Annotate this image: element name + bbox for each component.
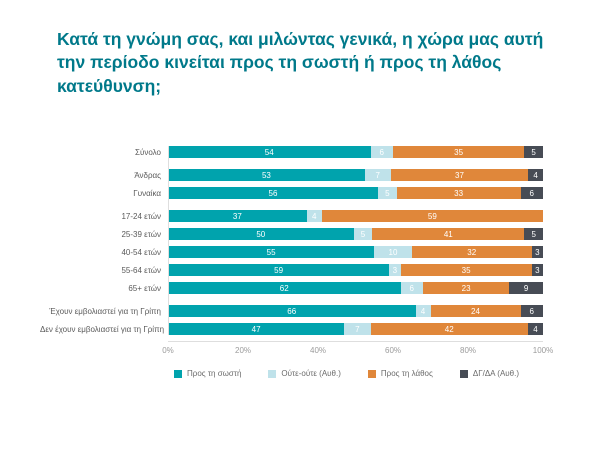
bar-segment: 37 — [168, 210, 307, 222]
chart-row: Γυναίκα 56 5 33 6 — [40, 187, 543, 199]
bar-segment: 66 — [168, 305, 416, 317]
bar-segment: 59 — [168, 264, 390, 276]
row-label: Δεν έχουν εμβολιαστεί για τη Γρίπη — [40, 324, 165, 334]
bar-segment: 42 — [370, 323, 528, 335]
bar-segment: 33 — [396, 187, 521, 199]
chart-row: 25-39 ετών 50 5 41 5 — [40, 228, 543, 240]
bar-segment: 59 — [321, 210, 543, 222]
x-axis-tick: 40% — [309, 346, 327, 355]
bar-segment: 5 — [524, 228, 543, 240]
bar-segment: 24 — [430, 305, 521, 317]
chart-rows: Σύνολο 54 6 35 5 Άνδρας 53 7 37 4 Γυναίκα 56 5 33 6 17-… — [40, 146, 543, 335]
bar-segment: 4 — [528, 323, 543, 335]
x-axis-tick: 0% — [162, 346, 174, 355]
bar-segment: 4 — [306, 210, 322, 222]
legend-item: Προς τη λάθος — [367, 369, 433, 378]
chart-row: 17-24 ετών 37 4 59 — [40, 210, 543, 222]
bar-segment: 53 — [168, 169, 365, 181]
bar-segment: 23 — [423, 282, 510, 294]
chart-row: 65+ ετών 62 6 23 9 — [40, 282, 543, 294]
legend-swatch — [268, 369, 277, 378]
row-label: Σύνολο — [135, 147, 161, 157]
legend-item: ΔΓ/ΔΑ (Αυθ.) — [459, 369, 520, 378]
legend-item: Ούτε-ούτε (Αυθ.) — [268, 369, 341, 378]
chart-row: Δεν έχουν εμβολιαστεί για τη Γρίπη 47 7 42 4 — [40, 323, 543, 335]
bar-track: 56 5 33 6 — [168, 187, 543, 199]
legend-label: ΔΓ/ΔΑ (Αυθ.) — [472, 369, 520, 378]
bar-segment: 5 — [378, 187, 397, 199]
bar-track: 47 7 42 4 — [168, 323, 543, 335]
bar-segment: 55 — [168, 246, 375, 258]
bar-track: 55 10 32 3 — [168, 246, 543, 258]
legend-label: Προς τη σωστή — [187, 369, 242, 378]
row-label: 55-64 ετών — [121, 265, 161, 275]
x-axis-tick: 60% — [384, 346, 402, 355]
bar-segment: 10 — [374, 246, 412, 258]
bar-segment: 50 — [168, 228, 354, 240]
row-label: Άνδρας — [134, 170, 161, 180]
chart-row: Σύνολο 54 6 35 5 — [40, 146, 543, 158]
row-label: 65+ ετών — [128, 283, 161, 293]
bar-track: 37 4 59 — [168, 210, 543, 222]
chart-row: Έχουν εμβολιαστεί για τη Γρίπη 66 4 24 6 — [40, 305, 543, 317]
x-axis-tick: 100% — [532, 346, 554, 355]
bar-segment: 5 — [353, 228, 373, 240]
row-label: Έχουν εμβολιαστεί για τη Γρίπη — [49, 306, 161, 316]
bar-segment: 3 — [531, 264, 543, 276]
bar-segment: 41 — [372, 228, 525, 240]
bar-track: 59 3 35 3 — [168, 264, 543, 276]
legend-swatch — [459, 369, 468, 378]
bar-track: 50 5 41 5 — [168, 228, 543, 240]
chart-row: 40-54 ετών 55 10 32 3 — [40, 246, 543, 258]
bar-segment: 47 — [168, 323, 345, 335]
chart-row: 55-64 ετών 59 3 35 3 — [40, 264, 543, 276]
bar-segment: 35 — [400, 264, 532, 276]
bar-segment: 35 — [393, 146, 525, 158]
bar-segment: 32 — [411, 246, 532, 258]
chart-title: Κατά τη γνώμη σας, και μιλώντας γενικά, … — [57, 29, 544, 96]
bar-segment: 6 — [520, 187, 543, 199]
bar-segment: 9 — [509, 282, 543, 294]
bar-segment: 4 — [415, 305, 431, 317]
bar-segment: 6 — [400, 282, 423, 294]
bar-segment: 37 — [390, 169, 529, 181]
legend-label: Προς τη λάθος — [380, 369, 433, 378]
legend-swatch — [174, 369, 182, 378]
bar-segment: 3 — [531, 246, 543, 258]
legend: Προς τη σωστή Ούτε-ούτε (Αυθ.) Προς τη λάθ… — [174, 369, 543, 378]
bar-segment: 5 — [524, 146, 543, 158]
x-axis-tick: 80% — [459, 346, 477, 355]
chart-row: Άνδρας 53 7 37 4 — [40, 169, 543, 181]
row-label: 17-24 ετών — [121, 211, 161, 221]
bar-segment: 62 — [168, 282, 401, 294]
x-axis-tick: 20% — [234, 346, 252, 355]
bar-segment: 7 — [344, 323, 371, 335]
bar-segment: 4 — [528, 169, 543, 181]
bar-segment: 54 — [168, 146, 371, 158]
bar-segment: 56 — [168, 187, 378, 199]
legend-label: Ούτε-ούτε (Αυθ.) — [281, 369, 341, 378]
stacked-bar-chart: Σύνολο 54 6 35 5 Άνδρας 53 7 37 4 Γυναίκα 56 5 33 6 17-… — [40, 146, 553, 378]
row-label: Γυναίκα — [133, 188, 161, 198]
y-axis-line — [168, 146, 169, 335]
bar-track: 62 6 23 9 — [168, 282, 543, 294]
bar-track: 66 4 24 6 — [168, 305, 543, 317]
x-axis-line — [168, 341, 543, 342]
row-label: 40-54 ετών — [121, 247, 161, 257]
bar-segment: 3 — [389, 264, 401, 276]
bar-segment: 7 — [364, 169, 391, 181]
legend-item: Προς τη σωστή — [174, 369, 241, 378]
bar-segment: 6 — [370, 146, 393, 158]
bar-track: 54 6 35 5 — [168, 146, 543, 158]
row-label: 25-39 ετών — [121, 229, 161, 239]
legend-swatch — [367, 369, 376, 378]
x-axis: 0% 20% 40% 60% 80% 100% — [162, 346, 553, 357]
bar-segment: 6 — [520, 305, 543, 317]
bar-track: 53 7 37 4 — [168, 169, 543, 181]
